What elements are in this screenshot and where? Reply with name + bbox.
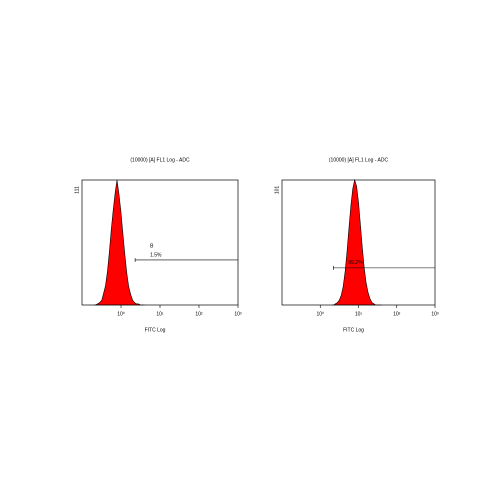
histogram-area [93, 179, 145, 306]
y-tick-label: 111 [74, 186, 80, 194]
x-tick-label: 10¹ [156, 311, 164, 317]
histogram-area [331, 178, 382, 306]
gate-name: B [150, 243, 154, 249]
x-tick-label: 10⁰ [316, 311, 324, 317]
gate-stat: 1.5% [150, 252, 162, 258]
x-axis-label: FITC Log [145, 327, 166, 333]
gate-stat: 99.2% [348, 260, 363, 266]
x-tick-label: 10² [393, 311, 401, 317]
x-tick-label: 10³ [234, 311, 242, 317]
chart-title: (10000) [A] FL1 Log - ADC [329, 157, 389, 163]
x-tick-label: 10³ [431, 311, 439, 317]
x-tick-label: 10¹ [355, 311, 363, 317]
x-axis-label: FITC Log [343, 327, 364, 333]
chart-title: (10000) [A] FL1 Log - ADC [130, 157, 190, 163]
y-tick-label: 101 [274, 186, 280, 195]
x-tick-label: 10⁰ [117, 311, 125, 317]
x-tick-label: 10² [195, 311, 203, 317]
